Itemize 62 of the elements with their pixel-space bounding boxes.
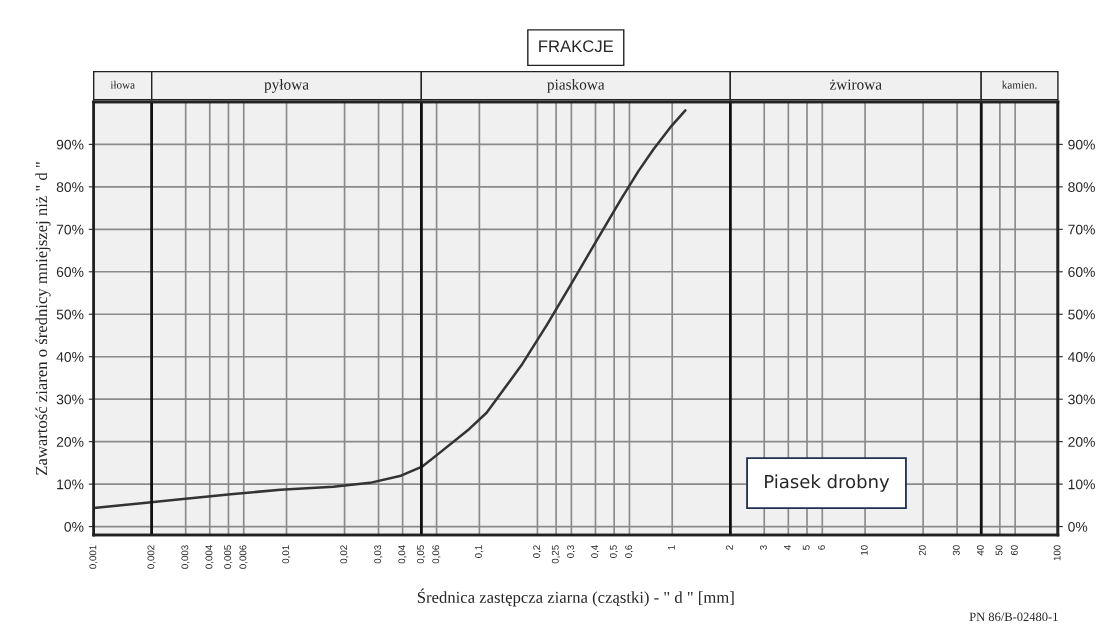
x-tick-label: 5 (802, 545, 810, 550)
band-label: żwirowa (829, 79, 882, 90)
x-tick-label: 6 (818, 545, 825, 550)
y2-tick-label: 0% (1068, 521, 1088, 532)
x-tick-label: 0,04 (398, 545, 407, 564)
y-tick-label: 60% (56, 267, 84, 277)
x-tick-label: 60 (1010, 545, 1018, 556)
x-tick-label: 2 (726, 545, 733, 550)
x-tick-label: 1 (668, 545, 675, 550)
y-tick-label: 20% (56, 436, 84, 447)
x-tick-label: 100 (1053, 545, 1061, 561)
annotation: Piasek drobny (765, 474, 890, 492)
text: PN 86/B-02480-1 (969, 612, 1058, 622)
y2-tick-label: 10% (1068, 479, 1095, 490)
y2-tick-label: 80% (1068, 182, 1095, 193)
y-tick-label: 50% (56, 309, 84, 320)
x-tick-label: 20 (918, 545, 926, 556)
x-tick-label: 0,001 (89, 545, 98, 569)
y2-tick-label: 60% (1068, 267, 1095, 277)
x-tick-label: 0,02 (340, 545, 349, 564)
x-tick-label: 0,5 (609, 545, 618, 558)
y-tick-label: 30% (56, 394, 84, 405)
y-tick-label: 80% (56, 182, 84, 193)
x-axis-title: Średnica zastępcza ziarna (cząstki) - " d " [mm] (417, 588, 734, 607)
x-tick-label: 0,003 (181, 545, 190, 569)
x-tick-label: 50 (995, 545, 1003, 556)
x-tick-label: 0,002 (147, 545, 156, 569)
x-tick-label: 30 (952, 545, 960, 556)
x-tick-label: 0,006 (239, 545, 248, 569)
x-tick-label: 0,25 (551, 545, 560, 564)
x-tick-label: 0,005 (224, 545, 233, 569)
y-tick-label: 70% (56, 224, 84, 235)
y-axis-title: Zawartość ziaren o średnicy mniejszej niż " d " (35, 162, 51, 475)
y-tick-label: 10% (57, 479, 84, 490)
x-tick-label: 0,01 (282, 545, 291, 564)
y2-tick-label: 90% (1068, 139, 1095, 150)
x-tick-label: 0,004 (205, 545, 214, 569)
y-tick-label: 40% (56, 352, 84, 362)
x-tick-label: 0,6 (625, 545, 634, 558)
y2-tick-label: 70% (1068, 224, 1095, 235)
y2-tick-label: 50% (1068, 309, 1095, 320)
x-tick-label: 3 (759, 545, 767, 550)
x-tick-label: 0,06 (432, 545, 441, 564)
x-tick-label: 0,4 (591, 545, 600, 558)
x-tick-label: 0,03 (374, 545, 383, 564)
x-tick-label: 4 (784, 545, 791, 550)
x-tick-label: 40 (976, 545, 984, 556)
x-tick-label: 0,2 (533, 545, 542, 558)
y2-tick-label: 20% (1068, 436, 1095, 447)
y2-tick-label: 40% (1067, 352, 1095, 362)
band-label: iłowa (110, 80, 135, 89)
x-tick-label: 0,1 (475, 545, 484, 558)
band-label: piaskowa (547, 78, 605, 93)
y-tick-label: 0% (64, 521, 84, 532)
band-label: kamien. (1002, 80, 1037, 89)
y2-tick-label: 30% (1068, 394, 1095, 405)
band-label: pyłowa (264, 78, 309, 93)
y-tick-label: 90% (56, 139, 84, 150)
x-tick-label: 0,05 (417, 545, 426, 564)
x-tick-label: 0,3 (567, 545, 576, 558)
chart-title: FRAKCJE (539, 40, 614, 53)
x-tick-label: 10 (860, 545, 868, 555)
